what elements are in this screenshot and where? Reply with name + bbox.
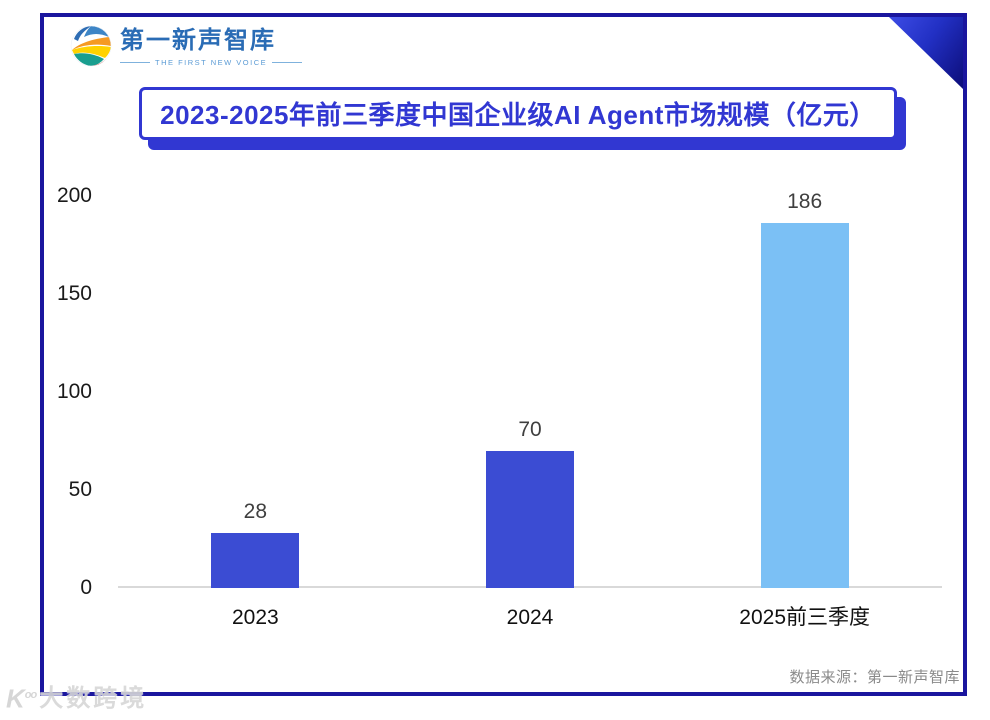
y-axis-tick-label: 150 (56, 282, 92, 305)
tagline-left-line (120, 62, 150, 63)
x-axis-category-label: 2024 (506, 606, 554, 629)
x-axis-category-label: 2023 (231, 606, 279, 629)
tagline-text: THE FIRST NEW VOICE (155, 58, 268, 67)
watermark-logo-icon: Koo (6, 683, 37, 714)
page-border-frame (40, 13, 967, 696)
globe-logo-icon (70, 25, 112, 67)
logo-text-block: 第一新声智库 THE FIRST NEW VOICE (120, 27, 303, 67)
chart-title: 2023-2025年前三季度中国企业级AI Agent市场规模（亿元） (160, 100, 876, 130)
data-source-note: 数据来源：第一新声智库 (789, 669, 960, 686)
y-axis-tick-label: 50 (68, 478, 92, 501)
brand-logo: 第一新声智库 THE FIRST NEW VOICE (70, 25, 303, 67)
bar-value-label: 70 (518, 417, 542, 441)
watermark-text: 大数跨境 (39, 684, 148, 712)
logo-name: 第一新声智库 (120, 27, 276, 54)
y-axis-tick-label: 200 (56, 184, 92, 207)
watermark: Koo 大数跨境 (6, 682, 147, 712)
bar-value-label: 186 (787, 190, 823, 214)
x-axis-category-label: 2025前三季度 (739, 606, 871, 629)
tagline-right-line (272, 62, 303, 63)
logo-tagline: THE FIRST NEW VOICE (120, 58, 303, 67)
chart-title-banner: 2023-2025年前三季度中国企业级AI Agent市场规模（亿元） (139, 87, 897, 140)
bar-2024 (486, 450, 574, 588)
bar-value-label: 28 (243, 500, 267, 524)
bar-2023 (211, 533, 300, 588)
bar-2025前三季度 (760, 223, 849, 588)
y-axis-tick-label: 100 (56, 380, 92, 403)
y-axis-tick-label: 0 (80, 576, 92, 599)
